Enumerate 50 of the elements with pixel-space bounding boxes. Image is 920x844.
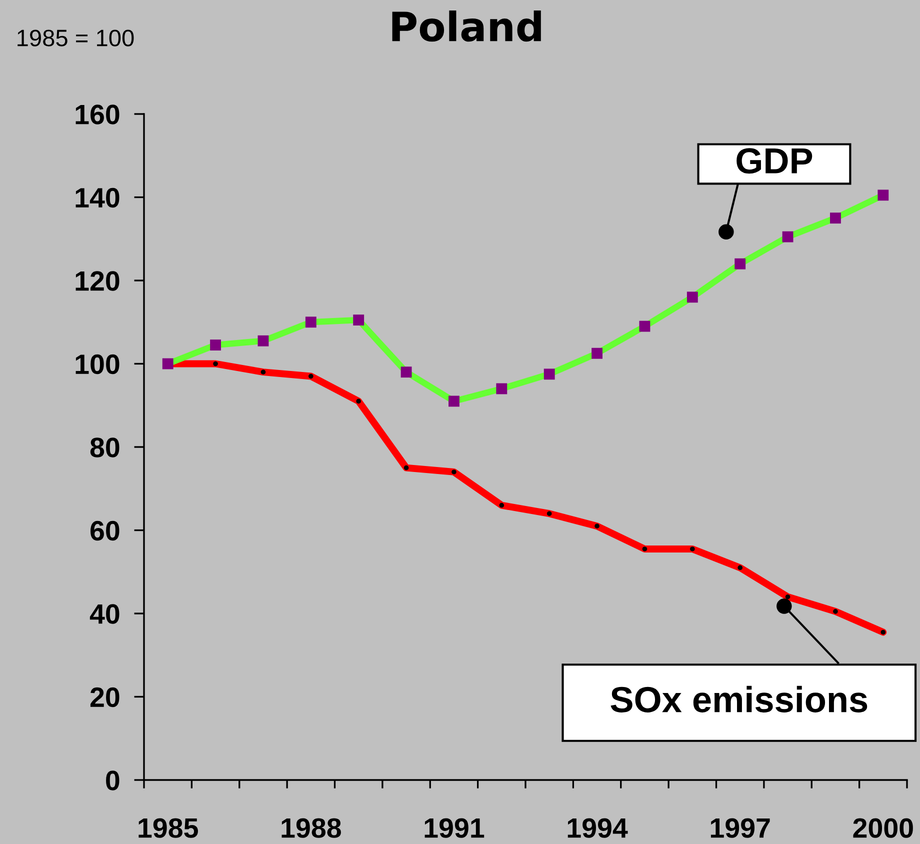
point [785,594,790,600]
point [544,368,555,380]
point [830,212,841,224]
point [308,374,314,379]
y-tick-label: 160 [76,104,120,124]
y-tick-label: 40 [90,604,120,624]
point [260,370,266,374]
point [546,511,552,516]
y-tick-label: 0 [106,770,120,790]
point [639,320,650,332]
chart-title: Poland [392,10,541,42]
point [738,565,742,570]
point [686,292,698,303]
point [356,398,361,404]
x-tick-label: 1994 [568,818,628,838]
point [592,348,602,359]
point [880,630,886,635]
y-tick-label: 60 [90,520,120,541]
point [734,258,746,270]
x-tick-label: 1991 [424,818,484,838]
point [213,361,218,366]
x-tick-label: 1985 [138,818,198,838]
point [642,546,648,552]
point [496,383,508,394]
point [305,316,316,328]
point [162,358,174,370]
point [782,231,794,242]
y-tick-label: 120 [76,271,120,291]
point [400,366,412,378]
point [448,396,460,407]
y-tick-label: 100 [76,354,120,374]
x-tick-label: 1997 [710,818,770,838]
x-tick-label: 1988 [282,818,341,838]
y-axis-title: 1985 = 100 [18,30,134,46]
point [258,335,269,346]
point [878,190,889,201]
point [353,314,364,326]
y-tick-label: 20 [90,687,120,708]
point [404,465,409,470]
point [833,609,838,614]
y-tick-label: 80 [90,438,120,458]
series-label: GDP [736,148,812,174]
point [594,524,600,528]
x-tick-label: 2000 [853,818,913,838]
point [210,340,221,350]
point [499,502,504,508]
point [690,546,695,552]
y-tick-label: 140 [76,188,120,208]
legend-label: SOx emissions [610,686,868,712]
point [452,470,456,474]
